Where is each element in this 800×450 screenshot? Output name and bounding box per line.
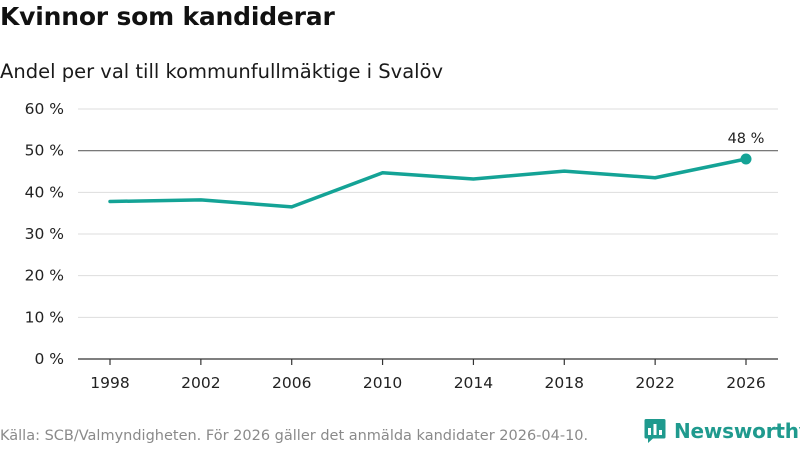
newsworthy-icon — [644, 419, 666, 443]
series-layer — [108, 153, 752, 209]
chart-title: Kvinnor som kandiderar — [0, 2, 335, 31]
x-tick-label: 2014 — [454, 374, 493, 392]
end-point-marker — [740, 153, 752, 165]
x-tick-label: 2018 — [545, 374, 584, 392]
brand-name: Newsworthy — [674, 419, 800, 443]
y-tick-label: 60 % — [25, 100, 64, 118]
x-tick-label: 2006 — [272, 374, 311, 392]
y-tick-label: 10 % — [25, 308, 64, 326]
x-tick-label: 2010 — [363, 374, 402, 392]
newsworthy-logo: Newsworthy — [644, 418, 800, 444]
y-tick-label: 50 % — [25, 142, 64, 160]
chart-subtitle: Andel per val till kommunfullmäktige i S… — [0, 60, 444, 83]
y-tick-label: 0 % — [34, 350, 64, 368]
axis-layer: 0 % 10 % 20 % 30 % 40 % 50 % 60 % 1998 2002 2006 2… — [25, 100, 778, 392]
series-line — [108, 157, 748, 209]
y-tick-label: 30 % — [25, 225, 64, 243]
x-tick-label: 1998 — [90, 374, 129, 392]
x-tick-label: 2002 — [181, 374, 220, 392]
end-point-label: 48 % — [728, 131, 765, 147]
grid-layer — [78, 108, 778, 318]
x-tick-label: 2026 — [726, 374, 765, 392]
y-tick-label: 20 % — [25, 267, 64, 285]
source-note: Källa: SCB/Valmyndigheten. För 2026 gäll… — [0, 428, 589, 444]
y-tick-label: 40 % — [25, 183, 64, 201]
x-tick-label: 2022 — [635, 374, 674, 392]
label-layer: 48 % — [728, 131, 765, 147]
